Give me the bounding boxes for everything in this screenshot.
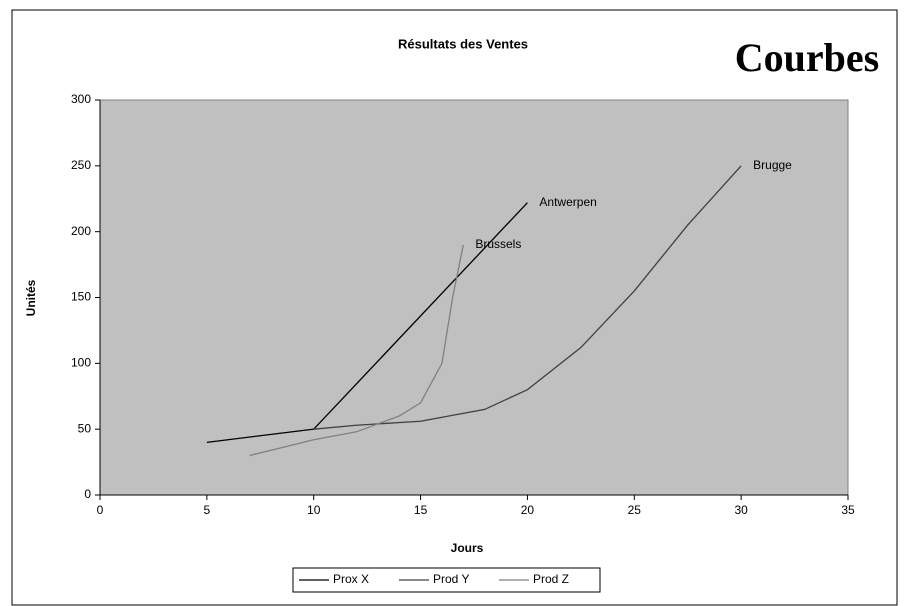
y-axis-label: Unités (24, 279, 38, 316)
y-tick-label: 300 (71, 92, 91, 106)
y-tick-label: 50 (78, 421, 92, 435)
x-tick-label: 0 (97, 503, 104, 517)
legend-box (292, 567, 601, 593)
x-axis-label: Jours (451, 541, 484, 555)
y-tick-label: 250 (71, 158, 91, 172)
x-tick-label: 15 (414, 503, 428, 517)
x-tick-label: 20 (521, 503, 535, 517)
x-tick-label: 10 (307, 503, 321, 517)
plot-area (99, 99, 849, 496)
legend-label: Prox X (333, 572, 369, 586)
series-line (249, 244, 464, 457)
x-tick-label: 35 (841, 503, 855, 517)
y-tick-label: 200 (71, 224, 91, 238)
series-annotation: Brussels (475, 237, 521, 251)
series-annotation: Antwerpen (539, 195, 596, 209)
y-tick-label: 100 (71, 356, 91, 370)
chart-title: Résultats des Ventes (398, 36, 528, 51)
x-tick-label: 25 (628, 503, 642, 517)
legend-label: Prod Z (533, 572, 569, 586)
y-tick-label: 150 (71, 290, 91, 304)
y-tick-label: 0 (84, 487, 91, 501)
series-annotation: Brugge (753, 158, 792, 172)
legend-label: Prod Y (433, 572, 469, 586)
heading: Courbes (735, 35, 879, 80)
x-tick-label: 5 (204, 503, 211, 517)
x-tick-label: 30 (734, 503, 748, 517)
